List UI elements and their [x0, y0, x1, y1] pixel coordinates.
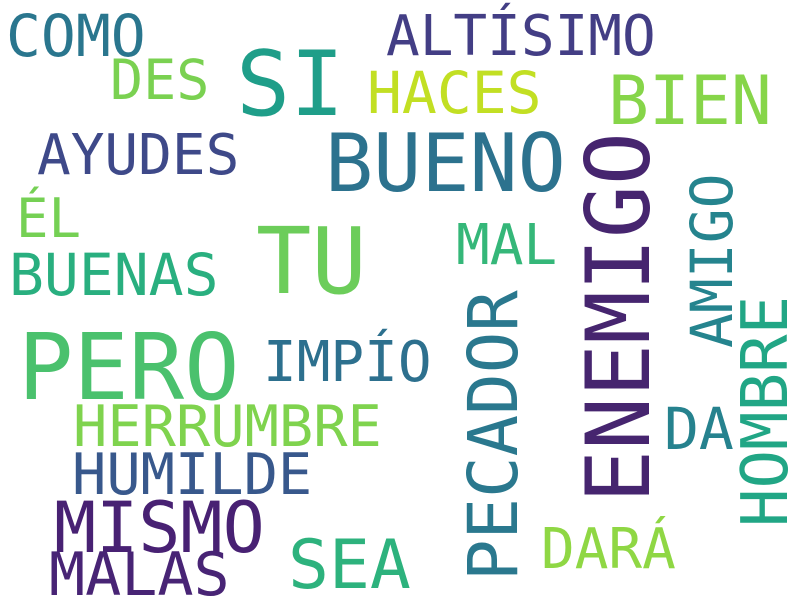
- word-da: DA: [664, 395, 734, 463]
- word-si: SI: [236, 32, 345, 137]
- word-bueno: BUENO: [325, 117, 566, 210]
- word-el: ÉL: [16, 187, 82, 250]
- word-hombre: HOMBRE: [729, 295, 800, 527]
- word-humilde: HUMILDE: [72, 442, 313, 508]
- word-altisimo: ALTÍSIMO: [386, 4, 656, 69]
- word-dara: DARÁ: [541, 517, 676, 582]
- word-sea: SEA: [288, 526, 411, 600]
- word-pero: PERO: [18, 314, 240, 421]
- word-haces: HACES: [367, 59, 542, 127]
- word-malas: MALAS: [49, 540, 230, 600]
- word-bien: BIEN: [608, 62, 772, 141]
- word-des: DES: [110, 48, 210, 112]
- word-tu: TU: [256, 208, 367, 315]
- word-pecador: PECADOR: [454, 290, 534, 581]
- word-como: COMO: [6, 2, 146, 70]
- word-enemigo: ENEMIGO: [567, 132, 670, 503]
- word-buenas: BUENAS: [9, 241, 219, 309]
- word-mal: MAL: [456, 213, 558, 278]
- word-herrumbre: HERRUMBRE: [73, 394, 382, 460]
- word-ayudes: AYUDES: [37, 123, 240, 188]
- word-impio: IMPÍO: [263, 330, 432, 395]
- word-mismo: MISMO: [54, 487, 265, 569]
